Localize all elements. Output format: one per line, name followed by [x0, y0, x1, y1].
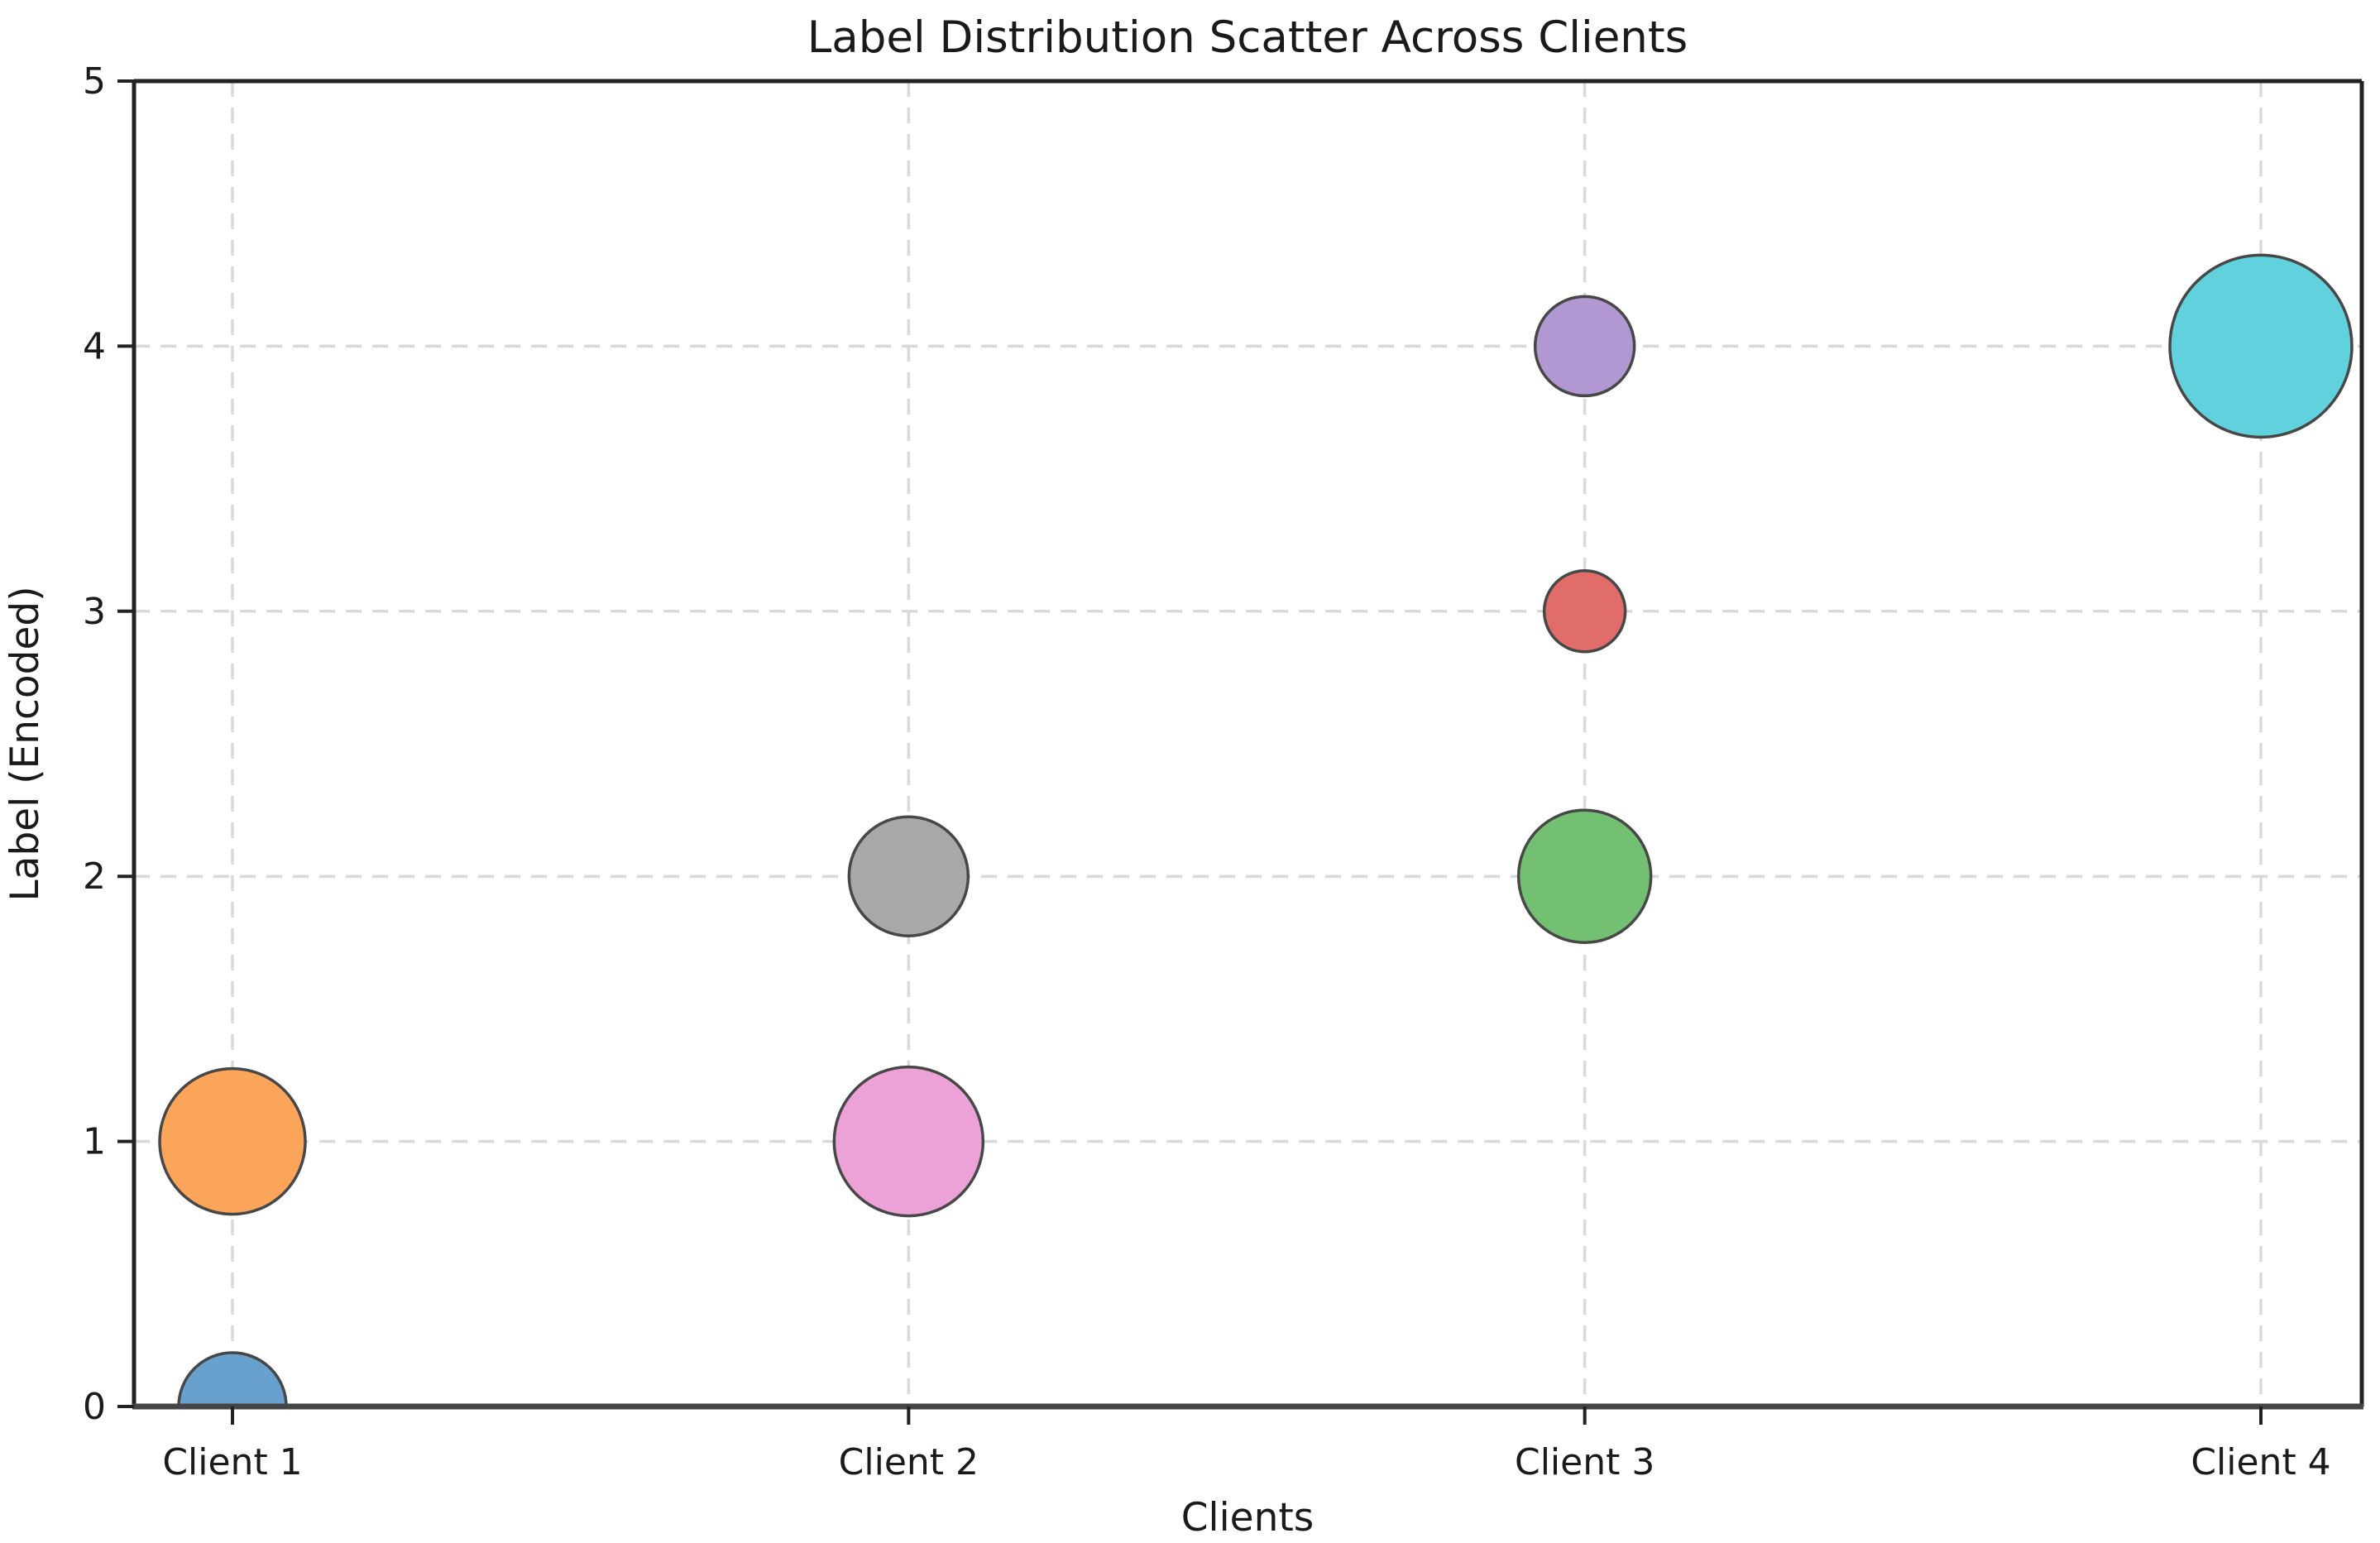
y-tick-label: 4: [83, 325, 106, 367]
scatter-point: [1542, 569, 1627, 654]
scatter-point: [2168, 253, 2354, 439]
scatter-point: [847, 815, 970, 937]
scatter-point: [158, 1066, 307, 1216]
axes-spines: [132, 79, 2364, 1410]
tick-marks: [117, 79, 2263, 1425]
x-tick-label: Client 4: [2191, 1441, 2330, 1483]
scatter-point: [177, 1351, 288, 1406]
x-tick-label: Client 2: [839, 1441, 979, 1483]
y-tick-label: 2: [83, 855, 106, 898]
x-tick-label: Client 3: [1515, 1441, 1655, 1483]
x-tick-label: Client 1: [162, 1441, 302, 1483]
x-axis-label: Clients: [1181, 1495, 1315, 1540]
plot-area: [134, 81, 2362, 1406]
scatter-points: [158, 253, 2354, 1406]
scatter-point: [1516, 808, 1653, 944]
y-tick-label: 0: [83, 1386, 106, 1428]
chart-title: Label Distribution Scatter Across Client…: [807, 12, 1688, 63]
scatter-point: [832, 1065, 985, 1218]
scatter-point: [1533, 295, 1636, 398]
y-tick-label: 1: [83, 1121, 106, 1163]
x-tick-labels: Client 1 Client 2 Client 3 Client 4: [162, 1441, 2330, 1483]
y-axis-label: Label (Encoded): [2, 586, 48, 901]
y-tick-label: 5: [83, 60, 106, 103]
y-tick-label: 3: [83, 591, 106, 633]
y-tick-labels: 0 1 2 3 4 5: [83, 60, 106, 1428]
